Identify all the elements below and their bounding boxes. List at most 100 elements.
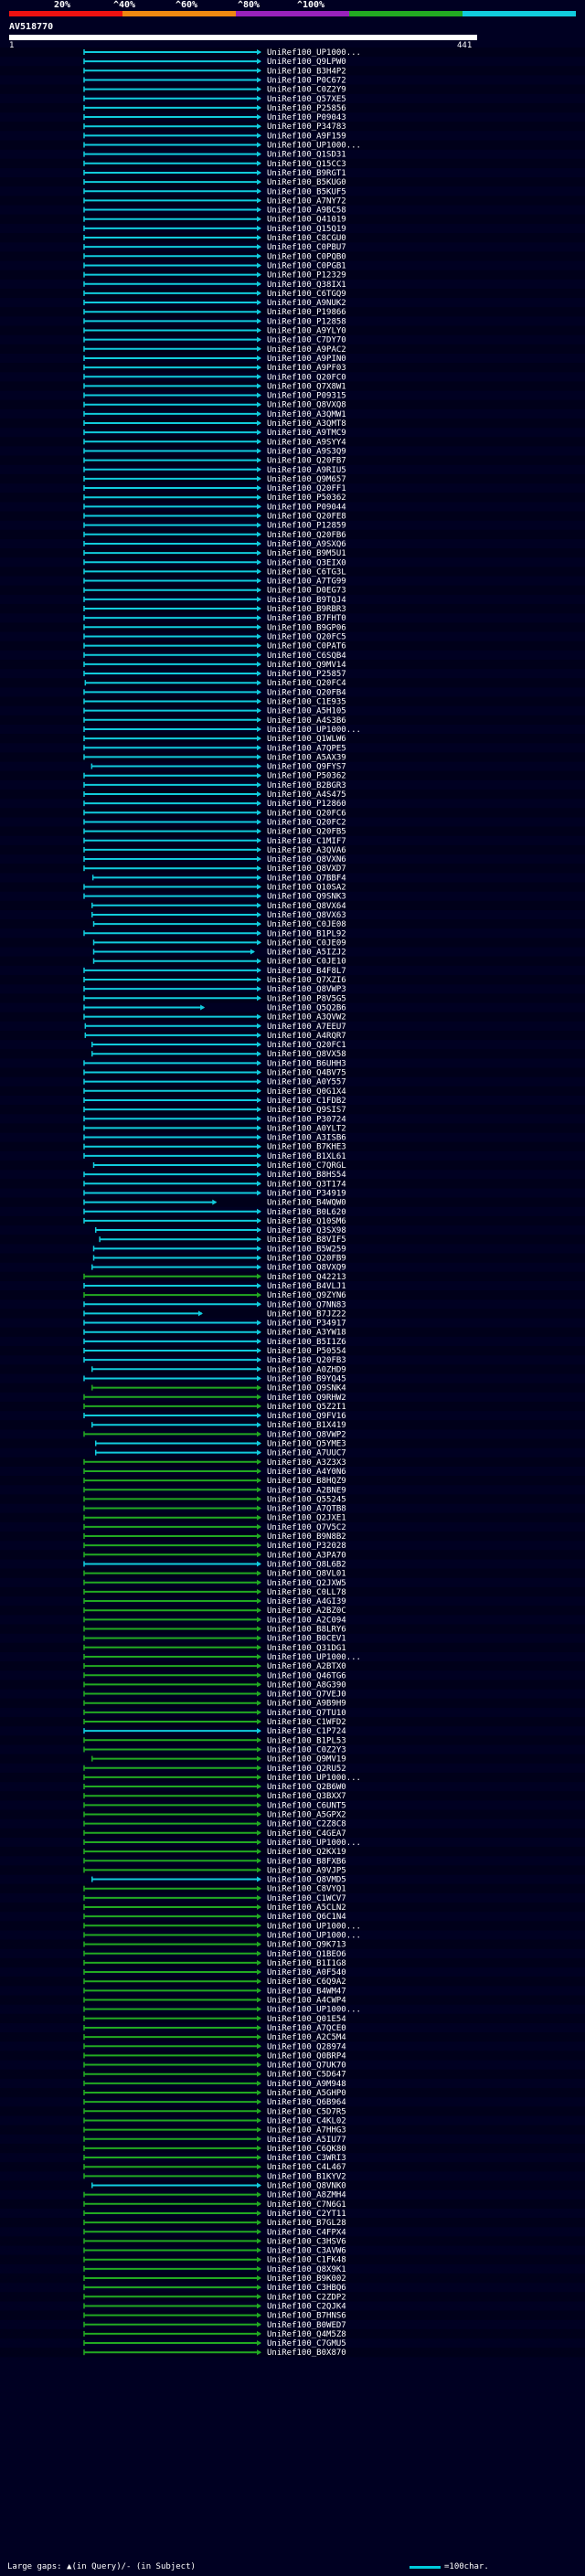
hit-label[interactable]: UniRef100_B5I1Z6: [267, 1338, 346, 1347]
hit-label[interactable]: UniRef100_C0Z2Y9: [267, 86, 346, 95]
hit-label[interactable]: UniRef100_P8V5G5: [267, 994, 346, 1003]
hit-label[interactable]: UniRef100_C2ZDP2: [267, 2293, 346, 2302]
hit-label[interactable]: UniRef100_P12858: [267, 317, 346, 326]
hit-label[interactable]: UniRef100_Q31DG1: [267, 1644, 346, 1653]
hit-label[interactable]: UniRef100_B3H4P2: [267, 67, 346, 76]
hit-label[interactable]: UniRef100_Q8VWP2: [267, 1430, 346, 1439]
hit-label[interactable]: UniRef100_A9M948: [267, 2080, 346, 2089]
hit-label[interactable]: UniRef100_Q1WLW6: [267, 735, 346, 744]
hit-label[interactable]: UniRef100_Q7BBF4: [267, 874, 346, 883]
hit-label[interactable]: UniRef100_Q9FYS7: [267, 763, 346, 772]
hit-label[interactable]: UniRef100_Q2RU52: [267, 1765, 346, 1774]
hit-label[interactable]: UniRef100_A9B9H9: [267, 1700, 346, 1709]
hit-label[interactable]: UniRef100_Q20FF1: [267, 484, 346, 493]
hit-label[interactable]: UniRef100_B1PL92: [267, 929, 346, 938]
hit-label[interactable]: UniRef100_B9RBR3: [267, 605, 346, 614]
hit-label[interactable]: UniRef100_C8VYQ1: [267, 1885, 346, 1894]
hit-label[interactable]: UniRef100_Q8VX64: [267, 902, 346, 911]
hit-label[interactable]: UniRef100_C3HSV6: [267, 2237, 346, 2246]
hit-label[interactable]: UniRef100_UP1000...: [267, 1931, 361, 1940]
hit-label[interactable]: UniRef100_Q9SNK3: [267, 893, 346, 902]
hit-label[interactable]: UniRef100_C6UNT5: [267, 1801, 346, 1810]
hit-label[interactable]: UniRef100_C0PGB1: [267, 261, 346, 270]
hit-label[interactable]: UniRef100_Q8VXN6: [267, 855, 346, 864]
hit-label[interactable]: UniRef100_B8VIF5: [267, 1235, 346, 1245]
hit-label[interactable]: UniRef100_C0PQB0: [267, 252, 346, 261]
hit-label[interactable]: UniRef100_C3WRI3: [267, 2154, 346, 2163]
hit-label[interactable]: UniRef100_A7UUC7: [267, 1449, 346, 1458]
hit-label[interactable]: UniRef100_C6QK80: [267, 2145, 346, 2154]
hit-label[interactable]: UniRef100_C6Q9A2: [267, 1977, 346, 1987]
hit-label[interactable]: UniRef100_Q8VX58: [267, 1050, 346, 1059]
hit-label[interactable]: UniRef100_C5D647: [267, 2071, 346, 2080]
hit-label[interactable]: UniRef100_A8G390: [267, 1680, 346, 1690]
hit-label[interactable]: UniRef100_C1FDB2: [267, 1097, 346, 1106]
hit-label[interactable]: UniRef100_Q1SD31: [267, 151, 346, 160]
hit-label[interactable]: UniRef100_B9M5U1: [267, 549, 346, 558]
hit-label[interactable]: UniRef100_A4RQR7: [267, 1032, 346, 1041]
hit-label[interactable]: UniRef100_Q0BRP4: [267, 2051, 346, 2061]
hit-label[interactable]: UniRef100_A3QVW2: [267, 1013, 346, 1023]
hit-label[interactable]: UniRef100_A9TMC9: [267, 429, 346, 438]
hit-label[interactable]: UniRef100_P30724: [267, 1115, 346, 1124]
hit-label[interactable]: UniRef100_Q8VL01: [267, 1570, 346, 1579]
hit-label[interactable]: UniRef100_C1WCV7: [267, 1894, 346, 1903]
hit-label[interactable]: UniRef100_P0C672: [267, 76, 346, 85]
hit-label[interactable]: UniRef100_P09044: [267, 503, 346, 512]
hit-label[interactable]: UniRef100_Q20FC6: [267, 809, 346, 818]
hit-label[interactable]: UniRef100_Q2JXE1: [267, 1514, 346, 1523]
hit-label[interactable]: UniRef100_C0JE08: [267, 920, 346, 929]
hit-label[interactable]: UniRef100_B8LRY6: [267, 1626, 346, 1635]
hit-label[interactable]: UniRef100_C1WFD2: [267, 1718, 346, 1727]
hit-label[interactable]: UniRef100_C5D7R5: [267, 2107, 346, 2116]
hit-label[interactable]: UniRef100_P50554: [267, 1347, 346, 1356]
hit-label[interactable]: UniRef100_B2BGR3: [267, 781, 346, 790]
hit-label[interactable]: UniRef100_A0YLT2: [267, 1124, 346, 1133]
hit-label[interactable]: UniRef100_A2BNE9: [267, 1486, 346, 1495]
hit-label[interactable]: UniRef100_B9YQ45: [267, 1374, 346, 1383]
hit-label[interactable]: UniRef100_Q01E54: [267, 2015, 346, 2024]
hit-label[interactable]: UniRef100_Q1BEO6: [267, 1950, 346, 1959]
hit-label[interactable]: UniRef100_A5H105: [267, 707, 346, 716]
hit-label[interactable]: UniRef100_A8ZMH4: [267, 2191, 346, 2200]
hit-label[interactable]: UniRef100_Q9RHW2: [267, 1394, 346, 1403]
hit-label[interactable]: UniRef100_C1E935: [267, 698, 346, 707]
hit-label[interactable]: UniRef100_B0X870: [267, 2348, 346, 2358]
hit-label[interactable]: UniRef100_C3AVW6: [267, 2247, 346, 2256]
hit-label[interactable]: UniRef100_A4GI39: [267, 1597, 346, 1606]
hit-label[interactable]: UniRef100_B0WED7: [267, 2321, 346, 2330]
hit-label[interactable]: UniRef100_Q20FB4: [267, 688, 346, 697]
hit-label[interactable]: UniRef100_A2BZ0C: [267, 1606, 346, 1616]
hit-label[interactable]: UniRef100_Q7XZI6: [267, 976, 346, 985]
hit-label[interactable]: UniRef100_Q15Q19: [267, 225, 346, 234]
hit-label[interactable]: UniRef100_A7TG99: [267, 578, 346, 587]
hit-label[interactable]: UniRef100_Q15CC3: [267, 160, 346, 169]
hit-label[interactable]: UniRef100_C0PAT6: [267, 642, 346, 652]
hit-label[interactable]: UniRef100_B4F8L7: [267, 967, 346, 976]
hit-label[interactable]: UniRef100_B8FXB6: [267, 1857, 346, 1866]
hit-label[interactable]: UniRef100_Q8VXD7: [267, 864, 346, 874]
hit-label[interactable]: UniRef100_C4FPX4: [267, 2228, 346, 2237]
hit-label[interactable]: UniRef100_Q9SNK4: [267, 1384, 346, 1394]
hit-label[interactable]: UniRef100_C4L467: [267, 2163, 346, 2172]
hit-label[interactable]: UniRef100_A3ISB6: [267, 1134, 346, 1143]
hit-label[interactable]: UniRef100_Q5YME3: [267, 1440, 346, 1449]
hit-label[interactable]: UniRef100_C7GMU5: [267, 2339, 346, 2348]
hit-label[interactable]: UniRef100_A7QPE5: [267, 744, 346, 753]
hit-label[interactable]: UniRef100_Q4M5Z8: [267, 2330, 346, 2339]
hit-label[interactable]: UniRef100_C1FK48: [267, 2256, 346, 2265]
hit-label[interactable]: UniRef100_A3Z3X3: [267, 1458, 346, 1468]
hit-label[interactable]: UniRef100_UP1000...: [267, 1653, 361, 1662]
hit-label[interactable]: UniRef100_B1X419: [267, 1421, 346, 1430]
hit-label[interactable]: UniRef100_A4S3B6: [267, 716, 346, 726]
hit-label[interactable]: UniRef100_A9SYY4: [267, 438, 346, 447]
hit-label[interactable]: UniRef100_A2C5M4: [267, 2033, 346, 2042]
hit-label[interactable]: UniRef100_Q10SA2: [267, 884, 346, 893]
hit-label[interactable]: UniRef100_Q20FC0: [267, 373, 346, 382]
hit-label[interactable]: UniRef100_A5IU77: [267, 2136, 346, 2145]
hit-label[interactable]: UniRef100_A3PA70: [267, 1551, 346, 1560]
hit-label[interactable]: UniRef100_Q10SM6: [267, 1217, 346, 1226]
hit-label[interactable]: UniRef100_P09315: [267, 392, 346, 401]
hit-label[interactable]: UniRef100_B9TQJ4: [267, 596, 346, 605]
hit-label[interactable]: UniRef100_A9NUK2: [267, 299, 346, 308]
